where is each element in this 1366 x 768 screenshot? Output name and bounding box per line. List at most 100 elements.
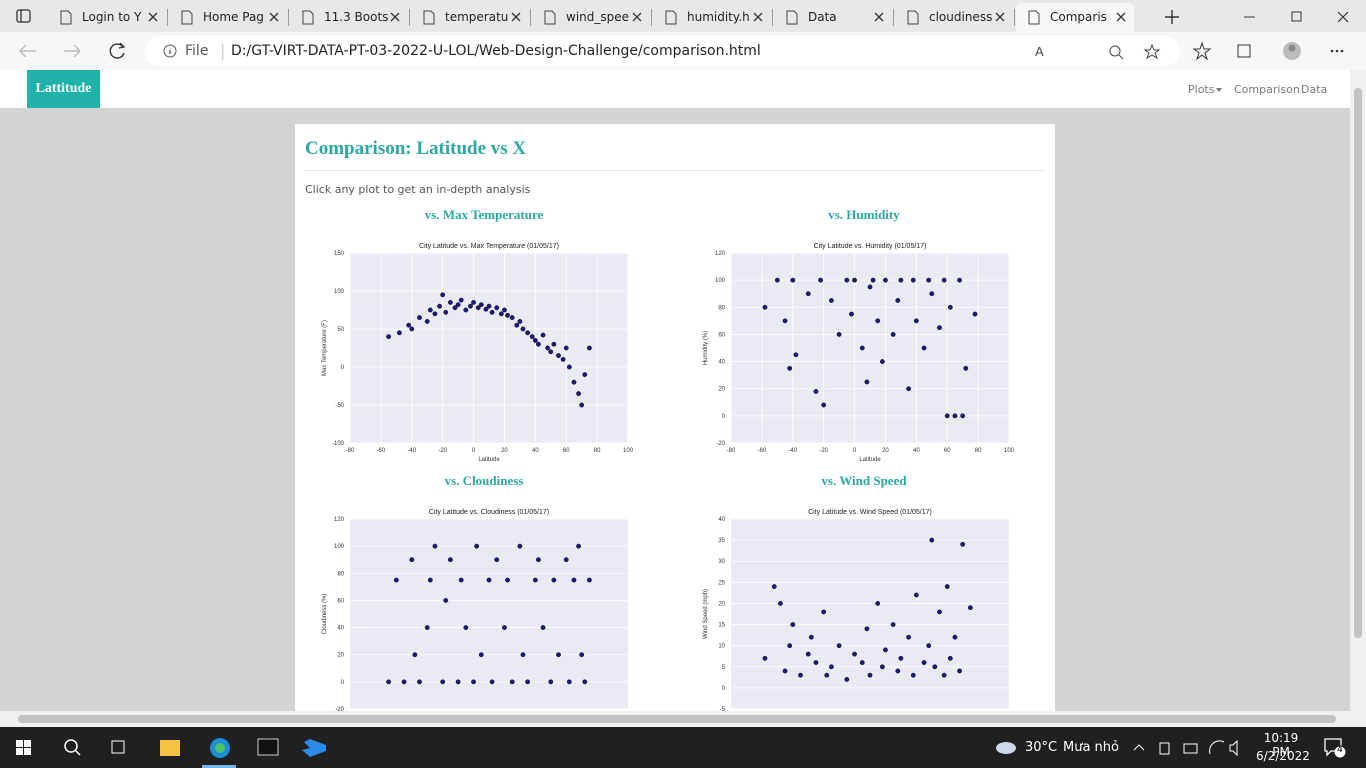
tab-title: Comparis — [1050, 10, 1107, 24]
address-actions[interactable]: A — [1035, 43, 1175, 61]
point — [774, 277, 780, 283]
y-tick-label: 40 — [337, 626, 344, 632]
address-bar[interactable]: File | D:/GT-VIRT-DATA-PT-03-2022-U-LOL/… — [145, 36, 1180, 66]
point — [437, 303, 442, 309]
brand[interactable]: Lattitude — [27, 70, 100, 108]
point — [941, 672, 947, 678]
point — [790, 622, 796, 627]
nav-buttons[interactable] — [16, 41, 126, 61]
x-tick-label: -80 — [346, 448, 355, 454]
point — [864, 379, 870, 385]
y-tick-label: 120 — [334, 517, 345, 523]
point — [417, 679, 422, 685]
y-tick-label: 150 — [334, 251, 345, 257]
taskbar: 30°C Mưa nhỏ 10:19 PM 6/2/2022 4 — [0, 727, 1366, 768]
notification-icon[interactable] — [1324, 738, 1346, 758]
browser-actions[interactable] — [1192, 41, 1352, 61]
new-tab[interactable] — [1163, 8, 1181, 26]
point — [393, 577, 399, 583]
info-icon — [163, 44, 177, 58]
point — [967, 605, 973, 611]
plot[interactable]: -5 0 5 10 15 20 25 30 35 40 City Latitude vs. Wind… — [691, 501, 1021, 711]
point — [412, 652, 418, 658]
scroll-thumb[interactable] — [1354, 88, 1362, 638]
point — [452, 305, 458, 311]
point — [762, 655, 768, 661]
weather-icon — [996, 742, 1016, 754]
tab-separator — [167, 9, 168, 26]
y-tick-label: 20 — [718, 387, 725, 393]
point — [867, 284, 873, 290]
weather-temperature[interactable]: 30°C — [1025, 740, 1058, 755]
clock-time[interactable]: 10:19 PM — [1263, 731, 1299, 759]
tab-close[interactable] — [874, 12, 884, 22]
y-tick-label: 100 — [334, 544, 345, 550]
tab[interactable]: 11.3 Boots — [290, 3, 410, 32]
separator: | — [220, 41, 226, 60]
tab-close[interactable] — [995, 12, 1005, 22]
point — [505, 577, 510, 583]
point — [898, 655, 904, 661]
nav-plots[interactable]: Plots — [1188, 83, 1215, 96]
tab[interactable]: Home Pag — [169, 3, 289, 32]
point — [571, 577, 577, 583]
tab-icon — [60, 10, 72, 25]
scroll-thumb[interactable] — [18, 715, 1336, 723]
weather-condition[interactable]: Mưa nhỏ — [1063, 740, 1119, 755]
point — [494, 557, 500, 563]
point — [818, 277, 823, 283]
tab-title: 11.3 Boots — [324, 10, 389, 24]
tray-icons[interactable] — [1132, 739, 1247, 757]
point — [895, 298, 901, 303]
point — [478, 652, 484, 658]
tab-close[interactable] — [269, 12, 279, 22]
tab[interactable]: wind_spee — [532, 3, 652, 32]
tab-close[interactable] — [148, 12, 158, 22]
point — [808, 634, 814, 640]
tab-icon — [423, 10, 435, 25]
point — [947, 304, 953, 310]
nav-data[interactable]: Data — [1301, 83, 1328, 96]
tab-actions[interactable] — [16, 8, 32, 24]
tab[interactable]: Comparis — [1016, 3, 1134, 32]
tab-close[interactable] — [753, 12, 763, 22]
point — [782, 318, 788, 324]
clock-date[interactable]: 6/2/2022 — [1256, 749, 1310, 763]
point — [471, 300, 476, 305]
x-tick-label: 60 — [944, 448, 951, 454]
plot[interactable]: -20 0 20 40 60 80 100 120 City Latitude vs. Clou… — [310, 501, 640, 711]
tab[interactable]: humidity.h — [653, 3, 773, 32]
tab[interactable]: Login to Y — [48, 3, 168, 32]
point — [468, 303, 473, 309]
plot-area — [731, 519, 1009, 709]
tab[interactable]: Data — [774, 3, 894, 32]
point — [548, 679, 554, 685]
point — [787, 643, 793, 649]
x-tick-label: 40 — [532, 448, 539, 454]
horizontal-scrollbar[interactable] — [0, 711, 1366, 727]
nav-comparison[interactable]: Comparison — [1234, 83, 1300, 96]
tab-close[interactable] — [390, 12, 400, 22]
tab-icon — [786, 10, 798, 25]
tab-close[interactable] — [632, 12, 642, 22]
point — [502, 625, 507, 630]
chart-title: City Latitude vs. Wind Speed (01/05/17) — [808, 509, 932, 516]
plot[interactable]: -100 -50 0 50 100 150 -80 -60 -40 -20 0 20 40 60 80 100… — [310, 235, 640, 465]
point — [875, 318, 881, 324]
tab-close[interactable] — [511, 12, 521, 22]
point — [540, 332, 546, 338]
point — [458, 577, 464, 583]
point — [474, 543, 480, 549]
tab-close[interactable] — [1116, 12, 1126, 22]
point — [771, 584, 777, 589]
window-controls[interactable] — [1244, 10, 1354, 24]
point — [556, 353, 561, 359]
plot[interactable]: -20 0 20 40 60 80 100 120 -80 -60 -40 -20 0 20 40 60 80 1… — [691, 235, 1021, 465]
vertical-scrollbar[interactable] — [1350, 70, 1366, 711]
taskbar-icons[interactable] — [14, 737, 334, 759]
point — [514, 322, 520, 328]
divider — [305, 170, 1045, 171]
tab[interactable]: temperatu — [411, 3, 531, 32]
tab[interactable]: cloudiness — [895, 3, 1015, 32]
tab-title: wind_spee — [566, 10, 630, 24]
